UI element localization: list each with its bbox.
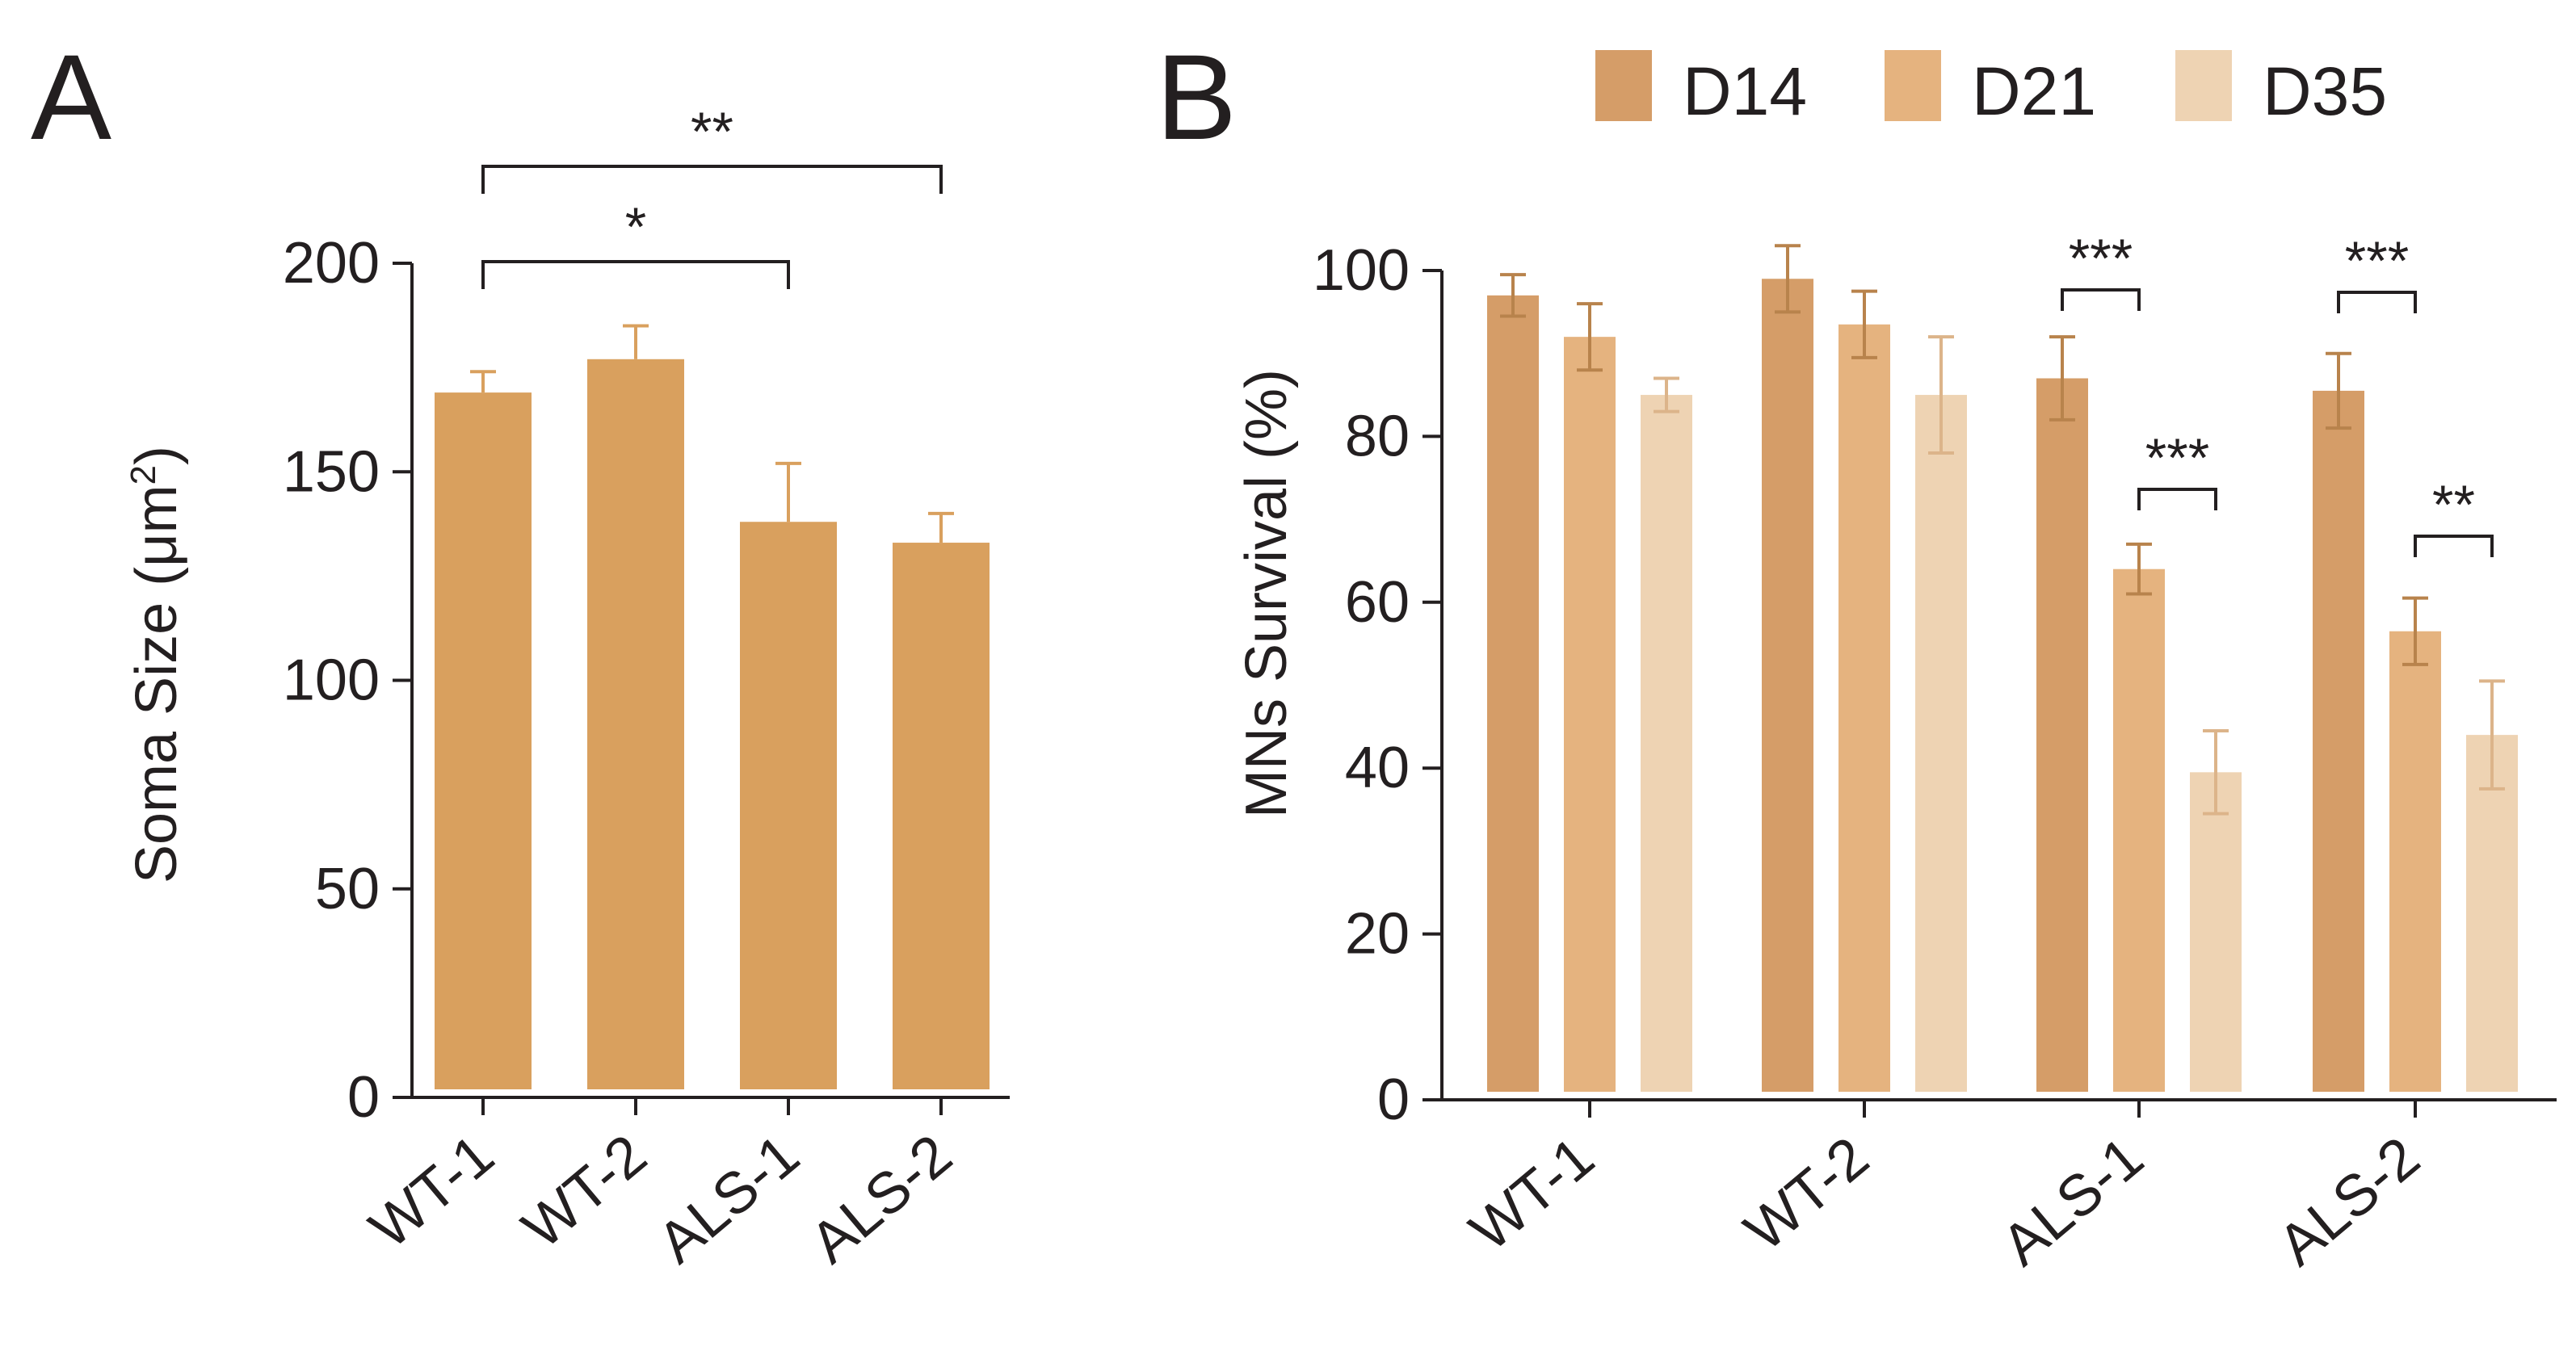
significance-label-b: *** (2345, 230, 2409, 292)
x-tick-label-b: ALS-1 (1990, 1125, 2156, 1278)
significance-label-a: ** (691, 101, 733, 162)
significance-bracket-a (481, 260, 790, 289)
x-tick-label-b: WT-1 (1458, 1125, 1606, 1264)
bar-b-d35 (2190, 772, 2242, 1092)
significance-label-a: * (625, 196, 646, 258)
y-axis-label-a-main: Soma Size (μm (124, 485, 189, 883)
bar-b-d21 (1564, 337, 1616, 1092)
x-tick-label-a: WT-2 (511, 1122, 658, 1261)
significance-bracket-b (2414, 535, 2494, 557)
bar-b-d35 (1915, 395, 1967, 1092)
panel-label-b: B (1156, 29, 1237, 165)
y-tick-label-a: 50 (315, 857, 380, 921)
significance-label-b: *** (2069, 228, 2133, 289)
y-tick-label-a: 100 (283, 648, 380, 713)
y-tick-label-b: 20 (1345, 902, 1410, 967)
panel-label-a: A (31, 29, 111, 165)
y-axis-label-a-close: ) (124, 446, 189, 465)
x-tick-label-b: ALS-2 (2267, 1125, 2432, 1278)
y-axis-label-a: Soma Size (μm2) (124, 446, 189, 883)
significance-label-b: ** (2432, 474, 2475, 535)
y-tick-label-b: 60 (1345, 570, 1410, 635)
x-tick-label-a: ALS-2 (799, 1122, 964, 1276)
y-tick-label-b: 80 (1345, 404, 1410, 468)
bar-a (740, 522, 837, 1089)
y-tick-label-b: 0 (1377, 1068, 1410, 1132)
x-tick-label-a: WT-1 (358, 1122, 506, 1261)
bar-b-d14 (2036, 378, 2088, 1092)
y-tick-label-b: 40 (1345, 736, 1410, 800)
bar-b-d35 (2466, 735, 2518, 1092)
significance-bracket-b (2137, 488, 2217, 510)
x-tick-label-b: WT-2 (1733, 1125, 1881, 1264)
bar-b-d21 (2389, 631, 2441, 1092)
y-tick-label-a: 150 (283, 439, 380, 504)
significance-label-b: *** (2145, 427, 2209, 489)
y-tick-label-a: 200 (283, 231, 380, 296)
legend-swatch (1595, 50, 1652, 121)
y-axis-label-a-sup: 2 (124, 465, 163, 485)
significance-bracket-b (2061, 288, 2141, 311)
bar-b-d21 (1838, 324, 1890, 1092)
bar-b-d14 (1487, 295, 1539, 1092)
bar-b-d14 (1762, 279, 1813, 1092)
bar-b-d35 (1641, 395, 1692, 1092)
y-tick-label-a: 0 (347, 1065, 380, 1130)
y-tick-label-b: 100 (1313, 238, 1410, 303)
legend-label: D14 (1683, 53, 1807, 129)
significance-bracket-b (2337, 291, 2417, 313)
bar-a (893, 543, 990, 1089)
chart-b: D14 D21 D35 0 20 40 60 80 100 WT-1 WT-2 ALS-1 ALS-2 *… (1313, 50, 2557, 1278)
y-axis-label-b: MNs Survival (%) (1234, 369, 1299, 818)
legend-swatch (1885, 50, 1941, 121)
legend-label: D35 (2263, 53, 2387, 129)
bar-b-d14 (2313, 390, 2364, 1092)
legend-label: D21 (1972, 53, 2096, 129)
bar-a (435, 392, 532, 1089)
legend-swatch (2175, 50, 2232, 121)
significance-bracket-a (481, 165, 943, 194)
x-tick-label-a: ALS-1 (646, 1122, 812, 1276)
bar-b-d21 (2113, 568, 2165, 1092)
bar-a (587, 359, 684, 1089)
